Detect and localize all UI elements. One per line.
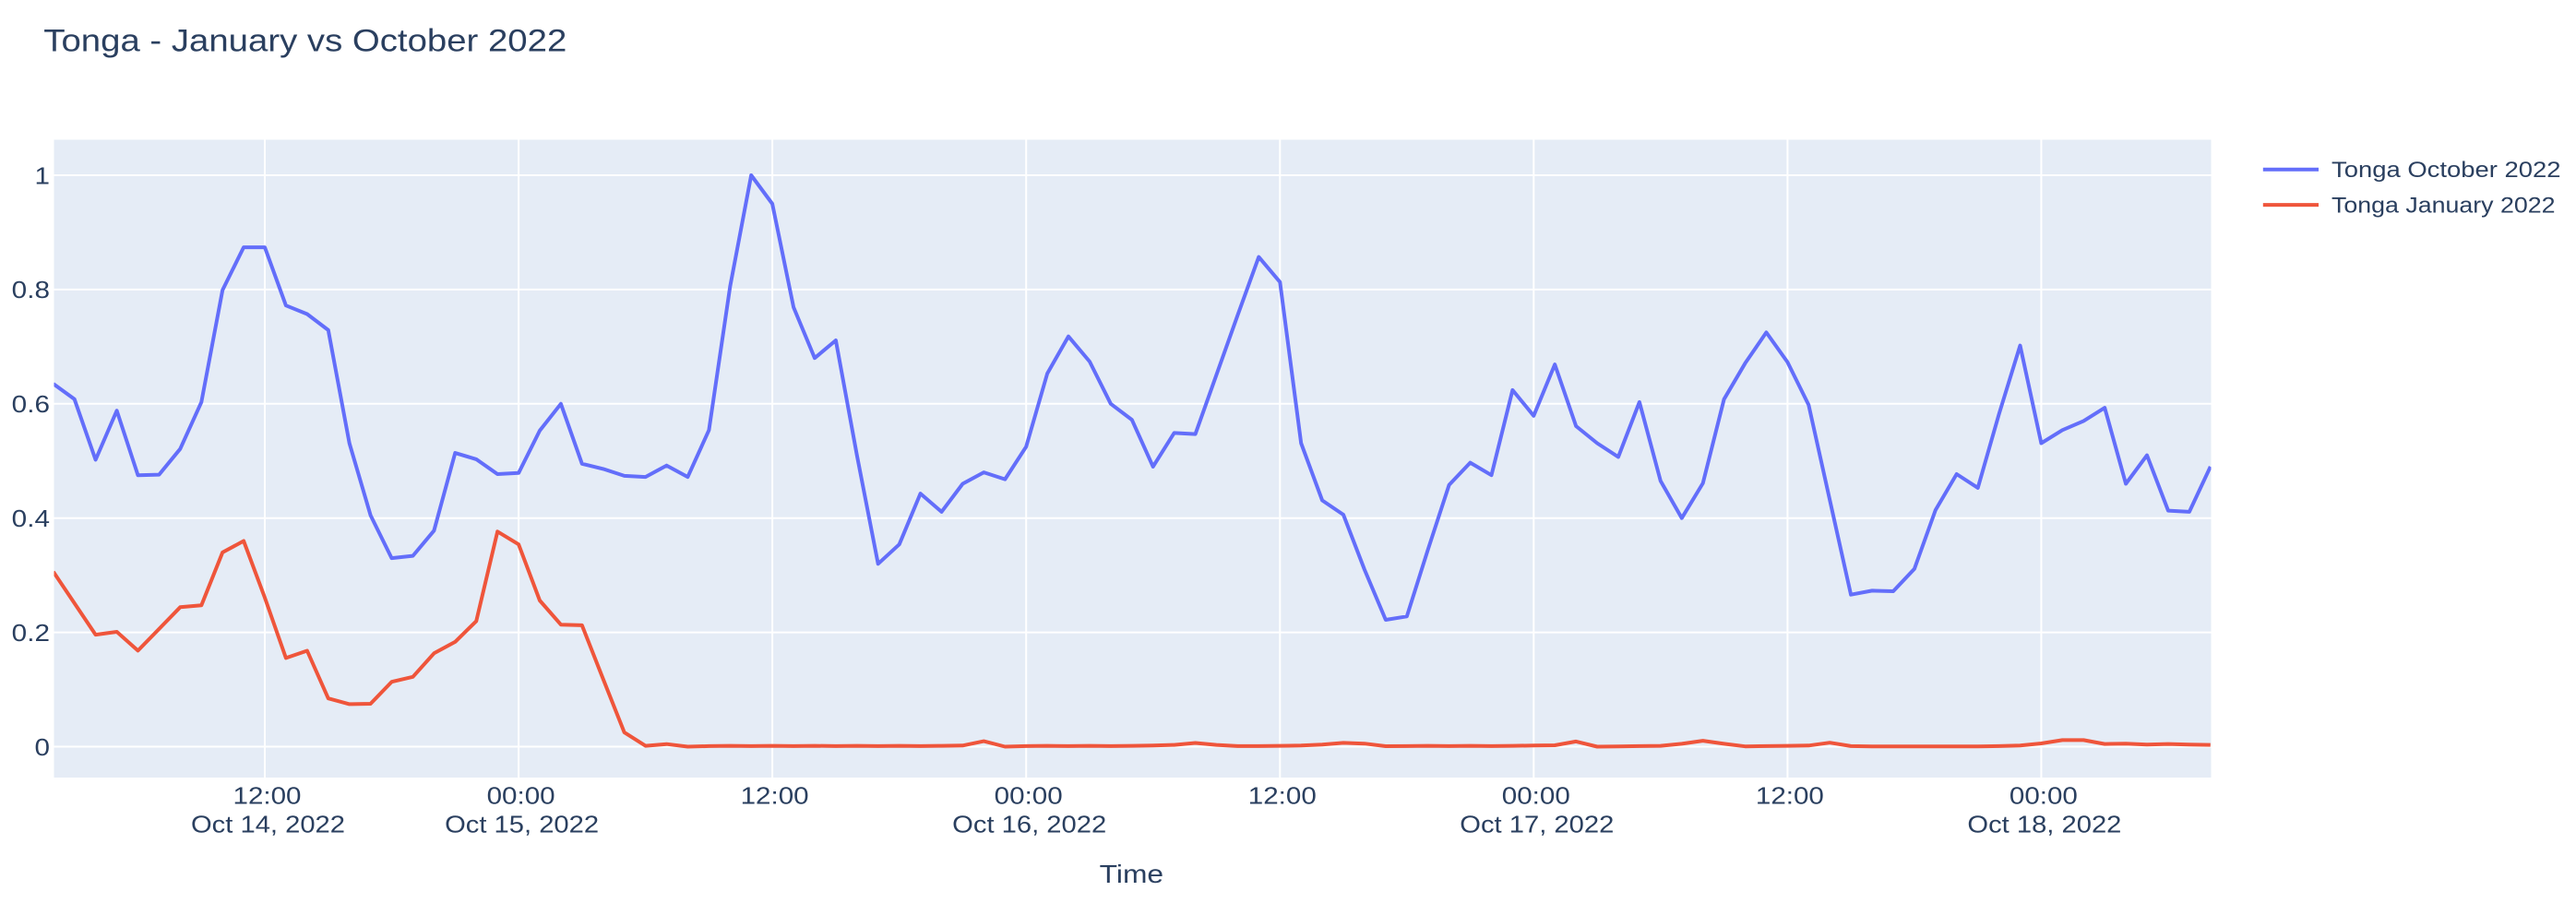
svg-text:0.2: 0.2 xyxy=(12,619,50,647)
svg-text:Oct 15, 2022: Oct 15, 2022 xyxy=(445,811,599,838)
svg-text:0.4: 0.4 xyxy=(12,505,50,532)
svg-text:Tonga January 2022: Tonga January 2022 xyxy=(2332,194,2556,219)
svg-text:Oct 14, 2022: Oct 14, 2022 xyxy=(191,811,345,838)
svg-text:12:00: 12:00 xyxy=(1756,781,1824,809)
svg-text:Tonga October 2022: Tonga October 2022 xyxy=(2332,158,2561,183)
svg-text:Tonga - January vs October 202: Tonga - January vs October 2022 xyxy=(43,24,566,59)
svg-text:0.6: 0.6 xyxy=(12,390,50,418)
svg-text:00:00: 00:00 xyxy=(1502,781,1570,809)
svg-text:Oct 18, 2022: Oct 18, 2022 xyxy=(1967,811,2121,838)
svg-text:Oct 17, 2022: Oct 17, 2022 xyxy=(1460,811,1614,838)
svg-text:1: 1 xyxy=(35,161,51,189)
svg-text:00:00: 00:00 xyxy=(2010,781,2078,809)
svg-text:12:00: 12:00 xyxy=(1248,781,1317,809)
svg-text:Oct 16, 2022: Oct 16, 2022 xyxy=(952,811,1106,838)
svg-text:12:00: 12:00 xyxy=(741,781,809,809)
svg-text:Time: Time xyxy=(1100,860,1163,888)
svg-text:0.8: 0.8 xyxy=(12,276,50,303)
svg-text:00:00: 00:00 xyxy=(995,781,1063,809)
svg-text:00:00: 00:00 xyxy=(487,781,555,809)
svg-text:12:00: 12:00 xyxy=(233,781,302,809)
svg-text:0: 0 xyxy=(35,733,51,761)
